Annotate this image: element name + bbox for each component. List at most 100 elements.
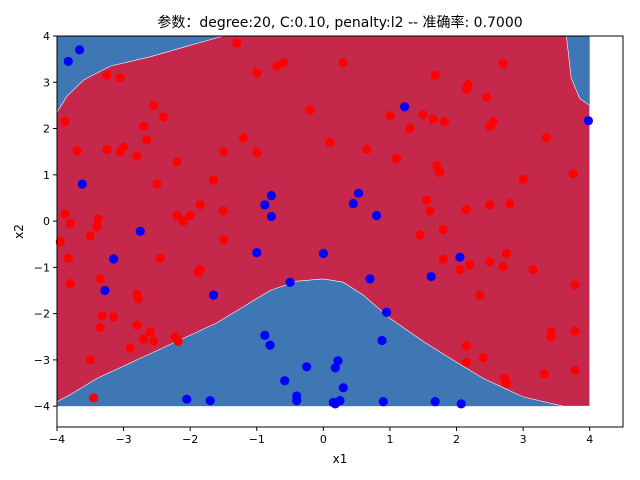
point-class-1-70 — [438, 224, 448, 234]
point-class-1-63 — [422, 195, 432, 205]
point-class-1-3 — [65, 218, 75, 228]
point-class-1-48 — [232, 38, 242, 48]
point-class-1-37 — [178, 216, 189, 226]
point-class-0-5 — [100, 285, 110, 296]
point-class-1-71 — [438, 254, 448, 264]
point-class-0-1 — [63, 56, 73, 66]
point-class-0-31 — [382, 307, 392, 317]
point-class-1-21 — [132, 151, 142, 161]
point-class-1-26 — [152, 179, 162, 189]
point-class-1-75 — [461, 204, 472, 215]
point-class-0-22 — [333, 356, 343, 366]
point-class-1-17 — [115, 73, 125, 83]
x-tick-label: −4 — [49, 433, 65, 446]
point-class-1-39 — [195, 200, 205, 210]
point-class-1-81 — [488, 117, 498, 127]
point-class-1-86 — [498, 59, 508, 69]
point-class-1-41 — [193, 267, 203, 277]
point-class-1-82 — [485, 200, 495, 210]
point-class-1-22 — [139, 121, 149, 131]
point-class-1-51 — [252, 148, 262, 158]
point-class-1-0 — [60, 117, 70, 127]
point-class-1-84 — [475, 290, 485, 300]
point-class-1-98 — [568, 169, 578, 179]
point-class-1-45 — [218, 206, 229, 216]
point-class-1-44 — [208, 175, 219, 185]
point-class-0-6 — [208, 290, 219, 300]
point-class-0-32 — [377, 335, 387, 346]
point-class-1-8 — [92, 222, 102, 232]
point-class-0-10 — [260, 200, 270, 210]
point-class-1-92 — [518, 174, 528, 184]
point-class-0-33 — [378, 397, 388, 407]
x-tick-label: 2 — [453, 433, 460, 446]
plot-area — [55, 35, 594, 409]
point-class-1-97 — [539, 369, 550, 379]
point-class-1-99 — [570, 280, 580, 290]
point-class-0-14 — [260, 330, 270, 340]
point-class-1-35 — [172, 157, 182, 167]
point-class-1-29 — [133, 294, 143, 304]
point-class-1-16 — [102, 70, 112, 80]
point-class-1-32 — [145, 327, 155, 337]
point-class-1-31 — [139, 334, 149, 344]
point-class-1-6 — [65, 279, 75, 289]
y-tick-label: −1 — [34, 261, 50, 274]
y-tick-label: −3 — [34, 354, 50, 367]
x-tick-label: 3 — [520, 433, 527, 446]
point-class-1-13 — [109, 312, 119, 322]
chart-title: 参数：degree:20, C:0.10, penalty:l2 -- 准确率:… — [157, 14, 522, 31]
point-class-1-61 — [418, 110, 428, 120]
point-class-1-74 — [463, 80, 473, 90]
point-class-1-33 — [149, 336, 159, 346]
point-class-1-9 — [93, 214, 103, 224]
y-tick-label: 1 — [43, 169, 50, 182]
point-class-1-46 — [218, 235, 229, 245]
y-axis-label: x2 — [12, 224, 26, 239]
point-class-1-18 — [102, 144, 112, 154]
point-class-1-66 — [430, 70, 440, 80]
x-tick-label: −3 — [115, 433, 131, 446]
point-class-1-94 — [541, 133, 552, 143]
point-class-1-91 — [501, 378, 512, 388]
point-class-1-88 — [501, 248, 512, 259]
point-class-1-101 — [570, 365, 580, 375]
point-class-1-38 — [185, 210, 195, 221]
point-class-1-10 — [95, 274, 105, 284]
point-class-1-49 — [238, 133, 248, 143]
point-class-0-26 — [330, 399, 340, 409]
point-class-0-12 — [266, 211, 276, 222]
point-class-1-24 — [142, 135, 152, 145]
point-class-0-37 — [455, 252, 465, 262]
point-class-1-27 — [155, 253, 165, 263]
point-class-0-3 — [109, 254, 119, 264]
point-class-1-1 — [72, 146, 82, 156]
point-class-1-78 — [461, 357, 472, 367]
x-tick-label: −1 — [249, 433, 265, 446]
point-class-1-55 — [325, 137, 335, 147]
point-class-0-20 — [318, 248, 328, 259]
point-class-0-13 — [285, 277, 295, 287]
point-class-0-28 — [354, 188, 364, 198]
point-class-1-76 — [465, 260, 475, 270]
point-class-1-54 — [305, 105, 315, 115]
point-class-1-69 — [439, 117, 450, 127]
point-class-0-38 — [456, 399, 466, 409]
point-class-1-87 — [498, 261, 508, 271]
point-class-0-39 — [583, 116, 594, 126]
point-class-1-5 — [63, 253, 73, 263]
point-class-1-89 — [505, 198, 515, 209]
point-class-1-53 — [278, 58, 288, 68]
point-class-1-65 — [428, 114, 438, 124]
point-class-1-59 — [392, 154, 402, 164]
point-class-1-12 — [95, 322, 105, 333]
x-tick-label: −2 — [182, 433, 198, 446]
y-tick-label: −4 — [34, 400, 50, 413]
axes-frame — [56, 35, 624, 428]
point-class-1-23 — [149, 100, 159, 110]
point-class-0-21 — [330, 363, 340, 373]
point-class-1-67 — [432, 161, 442, 171]
point-class-0-11 — [266, 191, 276, 201]
point-class-0-4 — [135, 226, 145, 236]
